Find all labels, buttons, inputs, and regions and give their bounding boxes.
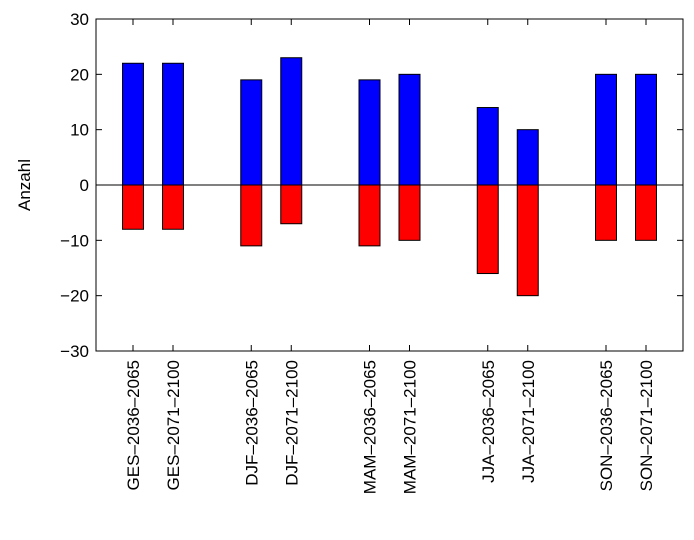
- negative-bar-6: [398, 184, 421, 241]
- positive-bar-9: [595, 73, 617, 186]
- y-tick-label: 0: [80, 176, 89, 195]
- x-tick-label: JJA–2071–2100: [519, 360, 538, 483]
- positive-bar-8: [516, 129, 539, 186]
- positive-bar-4: [280, 57, 303, 186]
- positive-bar-2: [162, 62, 184, 186]
- negative-bar-2: [162, 184, 184, 230]
- y-tick-label: 10: [70, 121, 89, 140]
- x-tick-label: GES–2036–2065: [124, 360, 143, 490]
- y-tick-label: 30: [70, 10, 89, 29]
- x-tick-label: SON–2071–2100: [637, 360, 656, 491]
- negative-bar-3: [240, 184, 263, 247]
- y-tick-label: −20: [60, 287, 89, 306]
- x-tick-label: SON–2036–2065: [597, 360, 616, 491]
- positive-bar-3: [240, 79, 263, 186]
- negative-bar-7: [476, 184, 499, 275]
- negative-bar-8: [516, 184, 539, 297]
- y-tick-label: −10: [60, 231, 89, 250]
- positive-bar-6: [398, 73, 421, 186]
- bars-layer: [122, 57, 657, 297]
- y-tick-label: 20: [70, 65, 89, 84]
- negative-bar-1: [122, 184, 144, 230]
- x-tick-label: JJA–2036–2065: [479, 360, 498, 483]
- x-axis: GES–2036–2065 GES–2071–2100 DJF–2036–2065 D…: [124, 19, 656, 494]
- x-tick-label: DJF–2071–2100: [282, 360, 301, 486]
- negative-bar-10: [635, 184, 657, 241]
- positive-bar-5: [358, 79, 381, 186]
- x-tick-label: DJF–2036–2065: [242, 360, 261, 486]
- positive-bar-1: [122, 62, 144, 186]
- x-tick-label: GES–2071–2100: [164, 360, 183, 490]
- positive-bar-7: [476, 107, 499, 186]
- y-axis-label: Anzahl: [15, 159, 34, 211]
- negative-bar-9: [595, 184, 617, 241]
- negative-bar-4: [280, 184, 303, 225]
- y-axis: −30 −20 −10 0 10 20 30: [60, 10, 683, 361]
- negative-bar-5: [358, 184, 381, 247]
- y-tick-label: −30: [60, 342, 89, 361]
- x-tick-label: MAM–2036–2065: [361, 360, 380, 494]
- positive-bar-10: [635, 73, 657, 186]
- x-tick-label: MAM–2071–2100: [401, 360, 420, 494]
